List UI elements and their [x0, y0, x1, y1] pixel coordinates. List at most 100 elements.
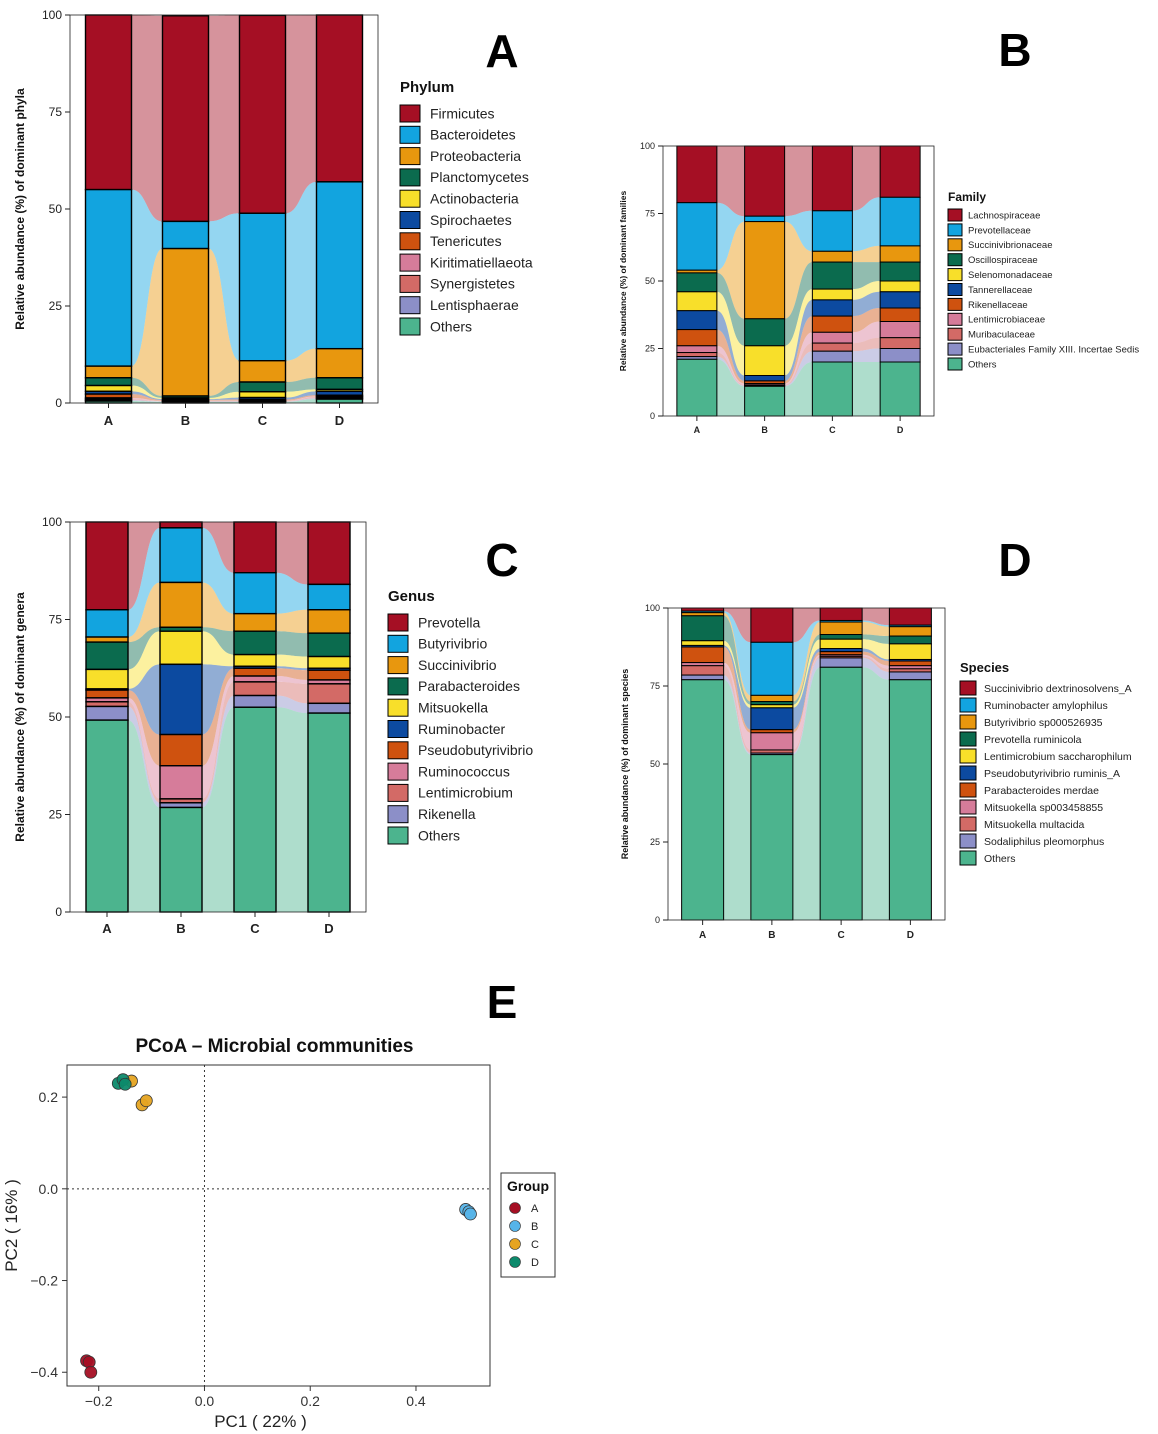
flow-band — [208, 213, 240, 361]
bar-segment — [879, 321, 921, 339]
legend-label: Parabacteroides merdae — [984, 785, 1099, 797]
legend-title: Genus — [388, 588, 435, 605]
flow-band — [723, 679, 751, 920]
y-tick-label: 25 — [49, 299, 63, 313]
x-tick-label: 0.0 — [195, 1393, 215, 1409]
legend-label: Prevotella ruminicola — [984, 734, 1082, 746]
legend-swatch — [387, 741, 409, 760]
legend-label: Muribaculaceae — [968, 330, 1035, 341]
flow-band — [792, 639, 821, 708]
legend-label: D — [531, 1257, 539, 1269]
flow-band — [723, 675, 751, 755]
y-tick-label: 75 — [49, 105, 63, 119]
flow-band — [792, 656, 821, 754]
bar-segment — [676, 329, 718, 347]
bar-segment — [676, 272, 718, 293]
flow-band — [208, 399, 240, 401]
legend-label: Others — [968, 359, 997, 370]
bar-segment — [811, 361, 853, 417]
flow-band — [202, 527, 234, 614]
legend-label: Lachnospiraceae — [968, 210, 1040, 221]
legend-swatch — [947, 342, 963, 356]
legend-label: Synergistetes — [430, 276, 515, 292]
flow-band — [202, 522, 234, 573]
flow-band — [716, 345, 745, 385]
flow-band — [276, 666, 308, 671]
flow-band — [202, 668, 234, 766]
legend-swatch — [399, 168, 421, 187]
bar-segment — [307, 583, 351, 611]
bar-segment — [159, 733, 203, 767]
x-tick-label: C — [838, 930, 845, 941]
legend-label: Oscillospiraceae — [968, 255, 1038, 266]
legend-label: Eubacteriales Family XIII. Incertae Sedi… — [968, 344, 1139, 355]
flow-band — [862, 608, 890, 626]
bar-segment — [681, 674, 725, 681]
bar-segment — [879, 245, 921, 263]
bar-segment — [681, 615, 725, 642]
bar-segment — [819, 657, 863, 668]
flow-band — [792, 634, 821, 705]
bar-segment — [159, 802, 203, 809]
bar-segment — [238, 391, 287, 399]
x-tick-label: B — [176, 921, 185, 936]
flow-band — [784, 343, 813, 386]
flow-band — [202, 676, 234, 799]
flow-band — [202, 695, 234, 808]
legend-label: Sodaliphilus pleomorphus — [984, 836, 1104, 848]
flow-band — [285, 397, 317, 402]
flow-band — [716, 359, 745, 416]
panel-e: E PCoA – Microbial communities −0.2 0.0 0.2… — [2, 976, 556, 1431]
flow-band — [784, 299, 813, 381]
bar-segment — [676, 291, 718, 312]
panel-letter: E — [487, 976, 518, 1028]
y-axis-label: Relative abundance (%) of dominant phyla — [13, 88, 27, 330]
legend-swatch — [947, 312, 963, 326]
legend-title: Group — [507, 1178, 549, 1194]
bar-segment — [681, 665, 725, 676]
bar-segment — [879, 196, 921, 247]
legend-swatch — [387, 762, 409, 781]
y-tick-label: 50 — [650, 759, 660, 769]
legend-label: Succinivibrio dextrinosolvens_A — [984, 683, 1132, 695]
flow-band — [862, 654, 890, 669]
bar-segment — [307, 712, 351, 913]
bar-segment — [681, 679, 725, 921]
data-point-c — [139, 1094, 153, 1108]
legend-label: A — [531, 1203, 539, 1215]
bar-segment — [85, 641, 129, 671]
legend-label: Lentimicrobiaceae — [968, 315, 1045, 326]
flow-band — [792, 648, 821, 730]
legend-swatch — [947, 253, 963, 267]
flow-band — [276, 707, 308, 912]
bar-segment — [307, 702, 351, 714]
y-tick-label: 100 — [42, 8, 62, 22]
flow-band — [128, 627, 160, 670]
flow-band — [792, 657, 821, 755]
legend-label: Others — [984, 853, 1016, 865]
legend-label: Others — [430, 318, 472, 334]
flow-band — [862, 648, 890, 662]
legend-swatch — [399, 125, 421, 144]
flow-band — [852, 348, 881, 362]
bar-segment — [879, 145, 921, 198]
legend-label: Ruminobacter — [418, 721, 505, 737]
bar-segment — [879, 337, 921, 350]
panel-d: D 0 25 50 75 100 A B C D Relative abundance (%) o… — [620, 534, 1132, 941]
y-tick-label: 100 — [42, 515, 62, 529]
legend-swatch — [947, 268, 963, 282]
legend-swatch — [947, 208, 963, 222]
bar-segment — [811, 331, 853, 344]
bar-segment — [233, 612, 277, 632]
flow-band — [128, 522, 160, 610]
plot-frame — [66, 1064, 491, 1387]
flow-band — [285, 399, 317, 403]
legend-marker — [509, 1256, 521, 1268]
legend-swatch — [399, 211, 421, 229]
bar-segment — [233, 694, 277, 708]
flow-band — [276, 681, 308, 704]
flow-band — [716, 202, 745, 271]
bar-segment — [819, 638, 863, 650]
flow-band — [784, 289, 813, 376]
bar-segment — [888, 671, 932, 681]
